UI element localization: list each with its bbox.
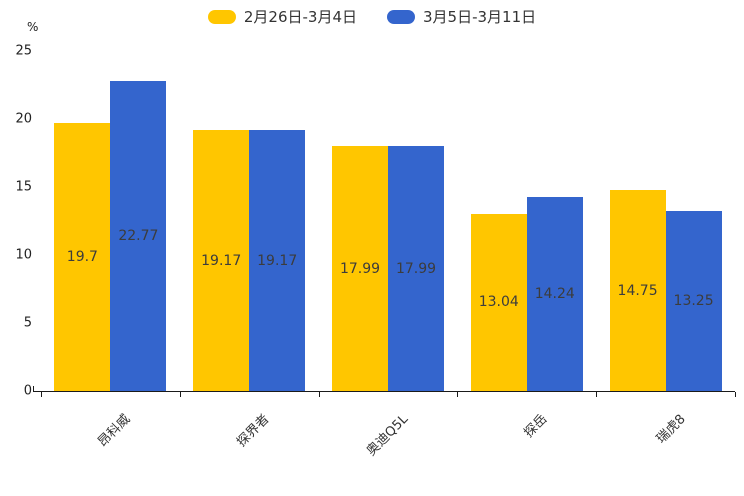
x-axis-tick [735,392,736,397]
x-axis-category-label: 奥迪Q5L [364,411,412,460]
legend-swatch-week1-icon [207,9,236,24]
bar[interactable]: 22.77 [110,81,167,391]
bar[interactable]: 17.99 [387,146,444,391]
bar[interactable]: 14.75 [609,190,666,391]
legend-item-week1[interactable]: 2月26日-3月4日 [207,6,357,27]
bar-value-label: 17.99 [339,260,381,277]
plot-area: 19.7 22.77 19.17 19.17 17.99 17.99 13.04 14.24 1… [33,51,736,459]
bar-group-4: 13.04 14.24 [457,51,596,391]
x-axis-tick [179,392,181,397]
bar-group-2: 19.17 19.17 [180,51,319,391]
legend-label-week2: 3月5日-3月11日 [423,8,537,26]
bar[interactable]: 17.99 [331,146,388,391]
bar-group-3: 17.99 17.99 [319,51,458,391]
y-axis-tick-label: 15 [15,179,32,195]
bar-value-label: 22.77 [118,228,159,245]
bar-group-5: 14.75 13.25 [596,51,735,391]
y-axis-tick-labels: 0 5 10 15 20 25 [0,45,41,398]
y-axis-tick-label: 5 [23,315,32,331]
y-axis-origin-stub [33,386,41,392]
x-axis-category-label: 探岳 [521,411,551,441]
x-axis-tick [318,392,320,397]
bar[interactable]: 13.04 [470,213,527,391]
y-axis-unit-label: % [27,20,39,34]
bar[interactable]: 19.17 [249,130,306,391]
bar[interactable]: 14.24 [526,197,583,391]
bar-groups: 19.7 22.77 19.17 19.17 17.99 17.99 13.04 14.24 1… [41,51,735,391]
x-axis-category-label: 瑞虎8 [654,411,690,447]
y-axis-tick-label: 20 [15,111,32,127]
x-axis-tick [457,392,459,397]
bar[interactable]: 19.17 [193,130,250,391]
legend-item-week2[interactable]: 3月5日-3月11日 [387,6,536,27]
x-axis-tick [41,392,42,397]
legend: 2月26日-3月4日 3月5日-3月11日 [0,6,744,27]
bar[interactable]: 19.7 [54,123,111,391]
bar-value-label: 17.99 [395,260,437,277]
y-axis-tick-label: 0 [23,383,32,399]
bar-value-label: 19.7 [66,249,98,266]
bar-value-label: 14.75 [617,282,658,299]
bar-value-label: 14.24 [534,286,575,303]
x-axis-tick [596,392,598,397]
bar-group-1: 19.7 22.77 [41,51,180,391]
bar-value-label: 13.04 [478,294,519,311]
x-axis-category-label: 探界者 [234,411,273,451]
bar[interactable]: 13.25 [665,210,722,391]
legend-label-week1: 2月26日-3月4日 [243,8,357,26]
legend-swatch-week2-icon [387,9,415,24]
bar-value-label: 19.17 [201,252,242,269]
y-axis-tick-label: 25 [15,43,32,59]
bar-value-label: 19.17 [257,252,298,269]
x-axis-category-label: 昂科威 [95,411,134,451]
bar-value-label: 13.25 [673,292,714,309]
y-axis-tick-label: 10 [15,247,32,263]
